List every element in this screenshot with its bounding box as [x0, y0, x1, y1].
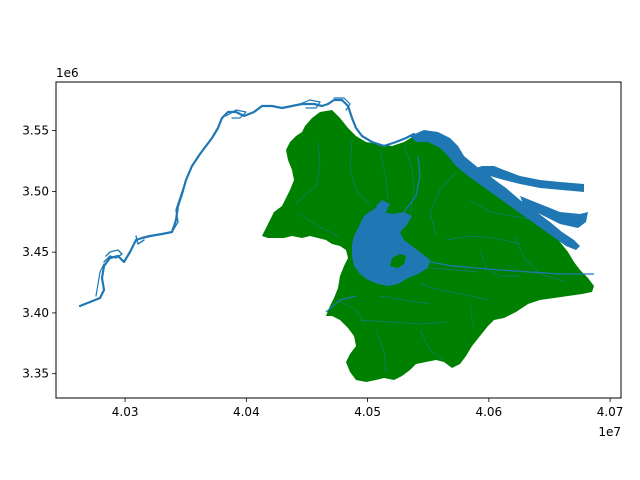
y-axis: 3.35 3.40 3.45 3.50 3.55 [22, 124, 56, 381]
river-upstream [78, 97, 416, 308]
x-axis: 4.03 4.04 4.05 4.06 4.07 [112, 398, 624, 419]
x-tick-label: 4.03 [112, 405, 139, 419]
district-boundaries [295, 139, 567, 373]
land-area [262, 110, 594, 382]
river-estuary [410, 130, 580, 250]
river-channel-north [470, 166, 584, 192]
y-offset-label: 1e6 [56, 66, 79, 80]
y-tick-label: 3.55 [22, 124, 49, 138]
x-tick-label: 4.06 [475, 405, 502, 419]
lake-island [390, 254, 406, 268]
y-tick-label: 3.50 [22, 184, 49, 198]
x-tick-label: 4.04 [233, 405, 260, 419]
inland-rivers [325, 155, 594, 313]
lake-small [376, 200, 390, 212]
x-offset-label: 1e7 [598, 425, 621, 439]
lake [352, 206, 430, 286]
axes-frame [55, 81, 622, 399]
x-tick-label: 4.07 [597, 405, 624, 419]
y-tick-label: 3.40 [22, 306, 49, 320]
y-tick-label: 3.35 [22, 367, 49, 381]
river-channel-east [520, 196, 588, 228]
y-tick-label: 3.45 [22, 245, 49, 259]
x-tick-label: 4.05 [354, 405, 381, 419]
